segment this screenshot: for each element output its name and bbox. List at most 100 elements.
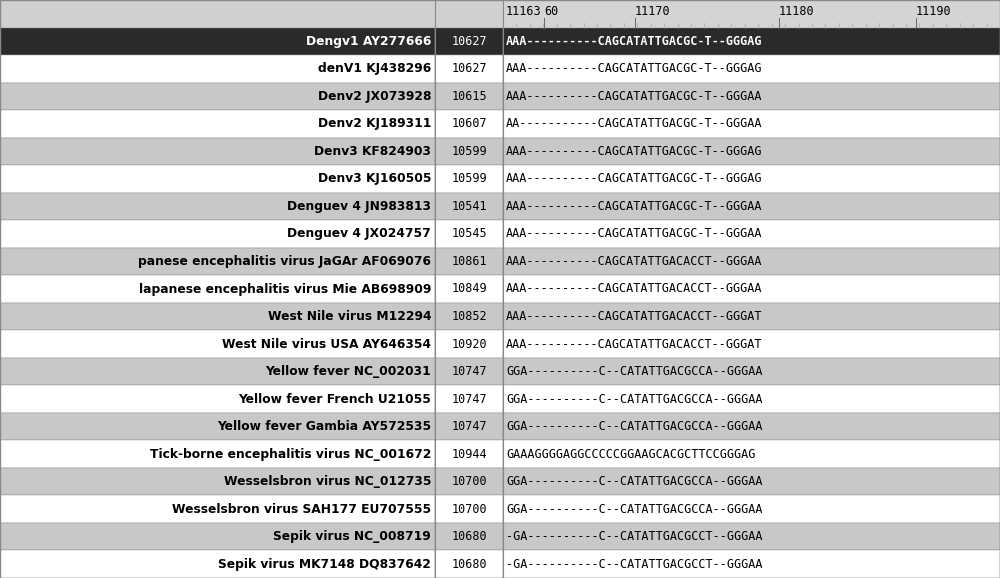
Text: denV1 KJ438296: denV1 KJ438296: [318, 62, 431, 75]
Bar: [503, 165, 1000, 192]
Bar: [435, 110, 503, 138]
Text: 10852: 10852: [451, 310, 487, 323]
Bar: [503, 523, 1000, 550]
Text: 10861: 10861: [451, 255, 487, 268]
Text: AAA----------CAGCATATTGACGC-T--GGGAG: AAA----------CAGCATATTGACGC-T--GGGAG: [506, 35, 763, 48]
Text: Denguev 4 JX024757: Denguev 4 JX024757: [287, 228, 431, 240]
Bar: [435, 303, 503, 330]
Text: 10849: 10849: [451, 283, 487, 295]
Text: AAA----------CAGCATATTGACACCT--GGGAT: AAA----------CAGCATATTGACACCT--GGGAT: [506, 338, 763, 350]
Bar: [0, 303, 435, 330]
Bar: [503, 275, 1000, 303]
Bar: [0, 413, 435, 440]
Text: AAA----------CAGCATATTGACGC-T--GGGAA: AAA----------CAGCATATTGACGC-T--GGGAA: [506, 200, 763, 213]
Bar: [0, 275, 435, 303]
Bar: [435, 138, 503, 165]
Text: West Nile virus M12294: West Nile virus M12294: [268, 310, 431, 323]
Text: GGA----------C--CATATTGACGCCA--GGGAA: GGA----------C--CATATTGACGCCA--GGGAA: [506, 420, 763, 433]
Text: 11170: 11170: [635, 5, 670, 17]
Text: lapanese encephalitis virus Mie AB698909: lapanese encephalitis virus Mie AB698909: [139, 283, 431, 295]
Text: AAA----------CAGCATATTGACGC-T--GGGAA: AAA----------CAGCATATTGACGC-T--GGGAA: [506, 228, 763, 240]
Text: 10607: 10607: [451, 117, 487, 131]
Text: AAA----------CAGCATATTGACGC-T--GGGAG: AAA----------CAGCATATTGACGC-T--GGGAG: [506, 145, 763, 158]
Text: 10944: 10944: [451, 447, 487, 461]
Bar: [435, 468, 503, 495]
Bar: [503, 495, 1000, 523]
Text: 60: 60: [544, 5, 558, 17]
Bar: [435, 28, 503, 55]
Bar: [503, 0, 1000, 28]
Text: GGA----------C--CATATTGACGCCA--GGGAA: GGA----------C--CATATTGACGCCA--GGGAA: [506, 503, 763, 516]
Text: 11190: 11190: [916, 5, 951, 17]
Bar: [0, 138, 435, 165]
Text: 10680: 10680: [451, 558, 487, 570]
Text: 11180: 11180: [779, 5, 814, 17]
Text: Wesselsbron virus NC_012735: Wesselsbron virus NC_012735: [224, 475, 431, 488]
Bar: [503, 468, 1000, 495]
Text: AAA----------CAGCATATTGACACCT--GGGAA: AAA----------CAGCATATTGACACCT--GGGAA: [506, 283, 763, 295]
Bar: [503, 330, 1000, 358]
Bar: [435, 495, 503, 523]
Bar: [0, 330, 435, 358]
Text: 10747: 10747: [451, 365, 487, 378]
Bar: [435, 192, 503, 220]
Text: GAAAGGGGAGGCCCCCGGAAGCACGCTTCCGGGAG: GAAAGGGGAGGCCCCCGGAAGCACGCTTCCGGGAG: [506, 447, 755, 461]
Text: Yellow fever Gambia AY572535: Yellow fever Gambia AY572535: [217, 420, 431, 433]
Bar: [0, 110, 435, 138]
Text: 10627: 10627: [451, 62, 487, 75]
Bar: [503, 192, 1000, 220]
Text: Dengv1 AY277666: Dengv1 AY277666: [306, 35, 431, 48]
Text: 11163: 11163: [505, 5, 541, 17]
Bar: [435, 440, 503, 468]
Bar: [503, 413, 1000, 440]
Text: -GA----------C--CATATTGACGCCT--GGGAA: -GA----------C--CATATTGACGCCT--GGGAA: [506, 530, 763, 543]
Bar: [503, 28, 1000, 55]
Text: 10700: 10700: [451, 475, 487, 488]
Text: GGA----------C--CATATTGACGCCA--GGGAA: GGA----------C--CATATTGACGCCA--GGGAA: [506, 365, 763, 378]
Bar: [435, 248, 503, 275]
Text: Denv3 KJ160505: Denv3 KJ160505: [318, 172, 431, 186]
Bar: [503, 138, 1000, 165]
Text: Sepik virus NC_008719: Sepik virus NC_008719: [273, 530, 431, 543]
Bar: [435, 275, 503, 303]
Bar: [503, 55, 1000, 83]
Bar: [0, 0, 435, 28]
Text: AAA----------CAGCATATTGACGC-T--GGGAA: AAA----------CAGCATATTGACGC-T--GGGAA: [506, 90, 763, 103]
Text: 10920: 10920: [451, 338, 487, 350]
Bar: [435, 220, 503, 248]
Text: Yellow fever French U21055: Yellow fever French U21055: [238, 392, 431, 406]
Bar: [435, 330, 503, 358]
Text: Denv2 KJ189311: Denv2 KJ189311: [318, 117, 431, 131]
Text: Denv3 KF824903: Denv3 KF824903: [314, 145, 431, 158]
Bar: [0, 165, 435, 192]
Bar: [503, 440, 1000, 468]
Text: West Nile virus USA AY646354: West Nile virus USA AY646354: [222, 338, 431, 350]
Text: 10615: 10615: [451, 90, 487, 103]
Bar: [435, 550, 503, 578]
Bar: [435, 55, 503, 83]
Bar: [0, 468, 435, 495]
Bar: [0, 248, 435, 275]
Bar: [503, 110, 1000, 138]
Text: Tick-borne encephalitis virus NC_001672: Tick-borne encephalitis virus NC_001672: [150, 447, 431, 461]
Bar: [0, 386, 435, 413]
Text: 10599: 10599: [451, 145, 487, 158]
Text: 10680: 10680: [451, 530, 487, 543]
Bar: [503, 220, 1000, 248]
Text: 10541: 10541: [451, 200, 487, 213]
Text: Denv2 JX073928: Denv2 JX073928: [318, 90, 431, 103]
Text: 10599: 10599: [451, 172, 487, 186]
Bar: [503, 303, 1000, 330]
Text: Wesselsbron virus SAH177 EU707555: Wesselsbron virus SAH177 EU707555: [172, 503, 431, 516]
Text: Yellow fever NC_002031: Yellow fever NC_002031: [265, 365, 431, 378]
Bar: [0, 550, 435, 578]
Bar: [0, 28, 435, 55]
Bar: [435, 0, 503, 28]
Bar: [503, 358, 1000, 386]
Bar: [435, 386, 503, 413]
Bar: [0, 55, 435, 83]
Text: AAA----------CAGCATATTGACGC-T--GGGAG: AAA----------CAGCATATTGACGC-T--GGGAG: [506, 62, 763, 75]
Text: AA-----------CAGCATATTGACGC-T--GGGAA: AA-----------CAGCATATTGACGC-T--GGGAA: [506, 117, 763, 131]
Text: GGA----------C--CATATTGACGCCA--GGGAA: GGA----------C--CATATTGACGCCA--GGGAA: [506, 392, 763, 406]
Text: 10747: 10747: [451, 420, 487, 433]
